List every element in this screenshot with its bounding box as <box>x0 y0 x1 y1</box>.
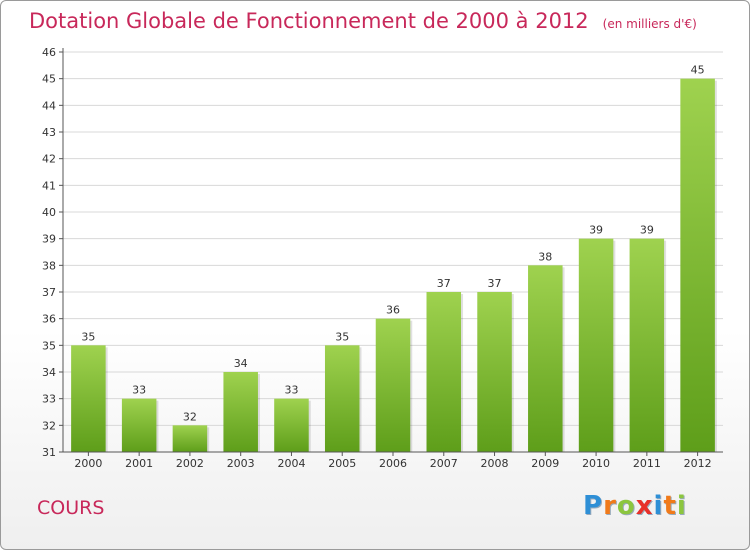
y-tick-label: 42 <box>42 153 56 166</box>
bar-2011 <box>629 238 665 452</box>
logo-letter: o <box>616 491 636 521</box>
x-tick-label-2005: 2005 <box>328 457 356 470</box>
y-tick-label: 34 <box>42 366 56 379</box>
logo-letter: i <box>653 491 664 521</box>
chart-subtitle: (en milliers d'€) <box>602 17 697 31</box>
x-tick-label-2000: 2000 <box>74 457 102 470</box>
x-tick-label-2008: 2008 <box>481 457 509 470</box>
data-label-2011: 39 <box>640 224 654 237</box>
bar-2007 <box>426 292 462 452</box>
bar-2004 <box>274 398 309 452</box>
y-tick-label: 38 <box>42 259 56 272</box>
y-axis-ticks: 31 32 33 34 35 36 37 38 39 40 41 42 43 44 45 46 <box>42 46 63 459</box>
y-tick-label: 40 <box>42 206 56 219</box>
y-tick-label: 44 <box>42 99 56 112</box>
x-tick-label-2004: 2004 <box>277 457 305 470</box>
bars <box>71 78 717 453</box>
y-tick-label: 37 <box>42 286 56 299</box>
data-label-2007: 37 <box>437 277 451 290</box>
data-label-2006: 36 <box>386 304 400 317</box>
y-tick-label: 35 <box>42 339 56 352</box>
proxiti-logo: Proxiti <box>583 491 687 521</box>
y-tick-label: 31 <box>42 446 56 459</box>
logo-letter: x <box>635 491 654 521</box>
bar-2006 <box>375 318 411 452</box>
logo-letter: r <box>603 491 617 521</box>
data-labels: 35 33 32 34 33 35 36 37 37 38 39 39 45 <box>81 64 704 424</box>
y-tick-label: 46 <box>42 46 56 59</box>
data-label-2010: 39 <box>589 224 603 237</box>
chart-title-text: Dotation Globale de Fonctionnement de 20… <box>29 9 589 33</box>
bar-2003 <box>223 372 258 452</box>
x-axis-ticks: 2000 2001 2002 2003 2004 2005 2006 2007 2008 2009… <box>74 452 712 470</box>
bar-2010 <box>578 238 614 452</box>
y-tick-label: 32 <box>42 419 56 432</box>
city-name: COURS <box>37 497 105 519</box>
bar-2012 <box>680 78 715 453</box>
data-label-2012: 45 <box>691 64 705 77</box>
y-tick-label: 43 <box>42 126 56 139</box>
x-tick-label-2009: 2009 <box>531 457 559 470</box>
data-label-2005: 35 <box>335 330 349 343</box>
data-label-2009: 38 <box>538 250 552 263</box>
data-label-2002: 32 <box>183 410 197 423</box>
data-label-2008: 37 <box>488 277 502 290</box>
bar-2000 <box>71 345 106 452</box>
bar-2002 <box>172 425 208 452</box>
data-label-2003: 34 <box>234 357 248 370</box>
y-tick-label: 39 <box>42 233 56 246</box>
data-label-2000: 35 <box>81 330 95 343</box>
logo-letter: i <box>676 491 687 521</box>
data-label-2001: 33 <box>132 384 146 397</box>
bar-2008 <box>477 292 512 452</box>
bar-2001 <box>121 398 157 452</box>
x-tick-label-2010: 2010 <box>582 457 610 470</box>
bar-2005 <box>324 345 360 452</box>
y-tick-label: 36 <box>42 313 56 326</box>
y-tick-label: 33 <box>42 393 56 406</box>
logo-letter: P <box>583 491 604 521</box>
x-tick-label-2002: 2002 <box>176 457 204 470</box>
x-tick-label-2003: 2003 <box>227 457 255 470</box>
y-tick-label: 41 <box>42 179 56 192</box>
x-tick-label-2007: 2007 <box>430 457 458 470</box>
bar-2009 <box>528 265 563 452</box>
y-tick-label: 45 <box>42 73 56 86</box>
x-tick-label-2012: 2012 <box>684 457 712 470</box>
chart-title: Dotation Globale de Fonctionnement de 20… <box>29 9 697 33</box>
x-tick-label-2006: 2006 <box>379 457 407 470</box>
x-tick-label-2001: 2001 <box>125 457 153 470</box>
data-label-2004: 33 <box>284 384 298 397</box>
logo-letter: t <box>663 491 677 521</box>
x-tick-label-2011: 2011 <box>633 457 661 470</box>
